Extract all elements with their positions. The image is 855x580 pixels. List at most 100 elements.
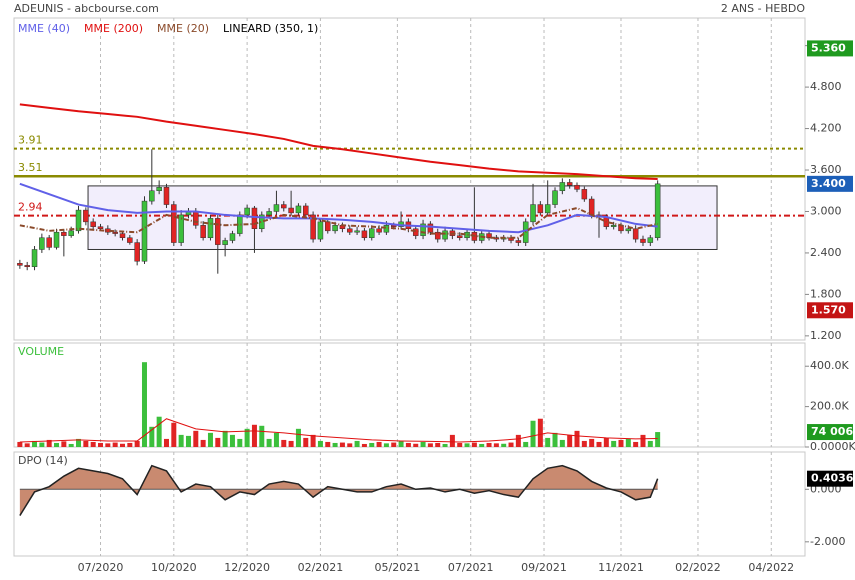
candle-body [640, 238, 646, 243]
candle-body [171, 204, 177, 243]
volume-bar [464, 443, 470, 447]
x-tick-label: 09/2021 [521, 561, 567, 574]
candle-body [537, 204, 544, 214]
volume-bar [383, 443, 389, 447]
volume-bar [46, 439, 52, 447]
candle-body [266, 211, 272, 216]
y-tick-label: 4.200 [810, 122, 842, 135]
dpo-area [19, 465, 658, 516]
price-marker-label: 3.400 [811, 177, 846, 190]
candle-body [332, 225, 338, 232]
y-tick-label: 400.0K [810, 359, 849, 372]
volume-bar [369, 442, 375, 447]
volume-bar [105, 443, 111, 447]
volume-bar [112, 442, 118, 447]
volume-bar [54, 442, 60, 447]
volume-bar [207, 432, 213, 447]
volume-bar [427, 443, 433, 447]
candle-body [61, 231, 67, 236]
x-tick-label: 10/2020 [151, 561, 197, 574]
volume-bar [596, 441, 602, 447]
candle-body [83, 209, 89, 223]
y-tick-label: 2.400 [810, 246, 842, 259]
volume-bar [90, 441, 96, 447]
candle-body [303, 205, 309, 216]
volume-bar [457, 442, 463, 447]
candle-body [295, 205, 302, 214]
volume-bar [259, 425, 265, 447]
volume-bar [537, 418, 543, 447]
volume-bar [163, 438, 169, 447]
volume-bar [171, 422, 177, 447]
candle-body [581, 189, 588, 200]
volume-bar [32, 440, 38, 447]
panel-frame [13, 17, 806, 341]
candle-body [632, 228, 639, 240]
volume-bar [486, 442, 492, 447]
candle-body [273, 204, 280, 212]
volume-bar [442, 443, 448, 447]
candle-body [559, 182, 566, 191]
candle-body [127, 237, 133, 243]
volume-bar [471, 442, 477, 447]
candle-body [354, 230, 360, 233]
volume-bar [413, 443, 419, 447]
candle-body [544, 204, 551, 214]
candle-body [97, 226, 104, 230]
candle-body [229, 233, 236, 241]
volume-bar [581, 440, 587, 447]
volume-bar [640, 434, 646, 447]
price-marker-label: 5.360 [811, 41, 846, 54]
volume-bar [552, 432, 558, 447]
volume-bar [119, 443, 125, 447]
moving-average [19, 206, 658, 239]
volume-bar [376, 441, 382, 447]
candle-body [347, 228, 353, 233]
candle-body [200, 225, 206, 238]
candle-body [17, 263, 23, 266]
volume-average [19, 418, 658, 443]
volume-bar [185, 435, 191, 447]
volume-bar [317, 440, 323, 447]
legend-entry: MME (200) [84, 22, 143, 35]
candle-body [588, 198, 595, 216]
volume-bar [281, 439, 287, 447]
level-label: 3.51 [18, 161, 43, 174]
volume-bar [68, 443, 74, 447]
volume-bar [17, 441, 23, 447]
volume-bar [354, 440, 360, 447]
level-label: 2.94 [18, 201, 43, 214]
candle-body [427, 223, 434, 233]
candle-body [486, 233, 492, 238]
volume-bar [523, 441, 529, 447]
candle-body [442, 230, 448, 240]
candle-body [420, 223, 426, 236]
y-tick-label: 3.000 [810, 204, 842, 217]
candle-body [647, 237, 654, 243]
volume-bar [229, 434, 235, 447]
volume-bar [493, 443, 499, 447]
y-tick-label: 4.800 [810, 80, 842, 93]
volume-bar [515, 434, 521, 447]
volume-bar [237, 438, 243, 447]
price-marker [807, 302, 853, 319]
volume-bar [251, 424, 257, 447]
chart-title: ADEUNIS - abcbourse.com [14, 2, 159, 15]
volume-bar [574, 430, 580, 447]
candle-body [566, 182, 573, 186]
candle-body [368, 228, 375, 238]
candle-body [68, 230, 74, 236]
legend-entry: LINEARD (350, 1) [223, 22, 318, 35]
volume-bar [501, 443, 507, 447]
volume-bar [244, 428, 250, 447]
x-tick-label: 04/2022 [748, 561, 794, 574]
candle-body [141, 200, 148, 262]
volume-bar [149, 426, 155, 447]
candle-body [119, 233, 126, 238]
candle-body [317, 221, 324, 240]
volume-bar [303, 437, 309, 447]
panel-title: VOLUME [18, 345, 64, 358]
volume-bar [134, 440, 140, 447]
value-marker [807, 470, 853, 487]
